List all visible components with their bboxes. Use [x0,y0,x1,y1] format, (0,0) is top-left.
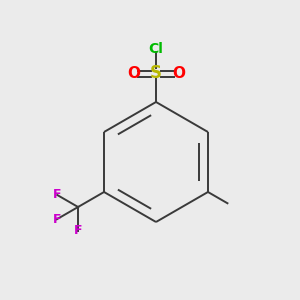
Text: F: F [53,188,61,202]
Text: Cl: Cl [148,42,164,56]
Text: O: O [127,66,140,81]
Text: F: F [74,224,82,238]
Text: O: O [172,66,185,81]
Text: S: S [150,64,162,82]
Text: F: F [52,213,61,226]
